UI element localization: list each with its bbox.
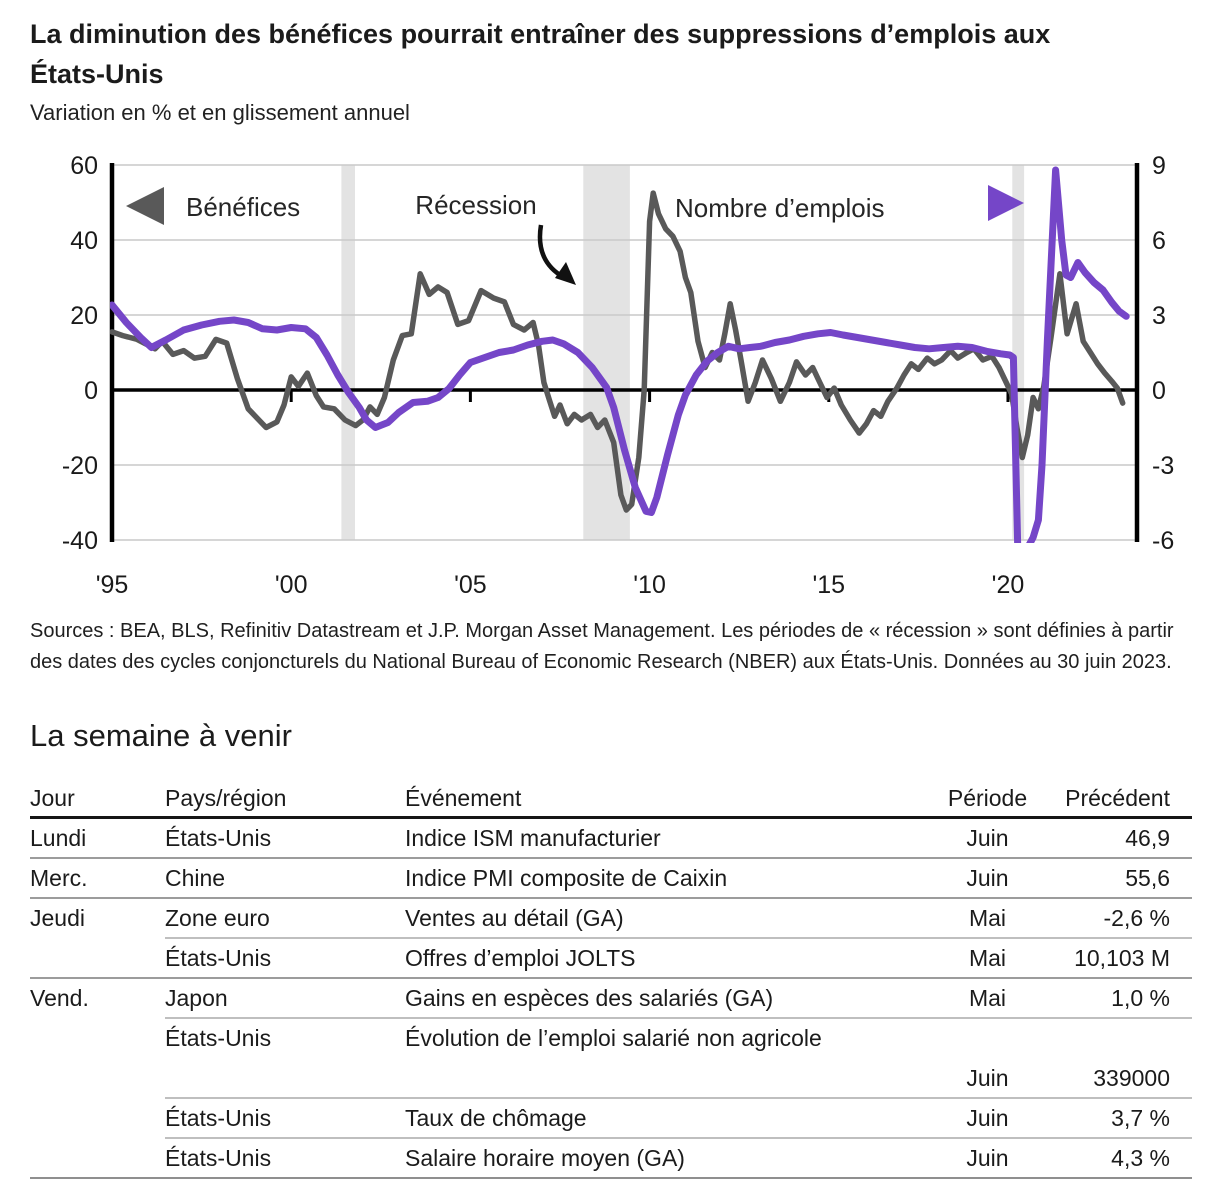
cell-region: États-Unis [165,944,272,971]
column-header-evenement: Événement [405,784,522,811]
recession-arrow [537,224,562,277]
x-axis-tick-label: '05 [454,571,487,599]
left-axis-tick-label: -20 [62,452,98,480]
table-row: États-Unis Offres d’emploi JOLTS Mai 10,103… [30,938,1192,979]
legend-emplois-label: Nombre d’emplois [675,193,885,223]
table-row: États-Unis Évolution de l’emploi salarié … [30,1018,1192,1058]
recession-band [583,165,630,540]
page-title-line1: La diminution des bénéfices pourrait ent… [30,19,1051,49]
cell-day: Jeudi [30,904,85,931]
cell-previous: 10,103 M [1074,944,1170,971]
table-row: États-Unis Salaire horaire moyen (GA) Juin… [30,1138,1192,1179]
cell-event: Gains en espèces des salariés (GA) [405,984,774,1011]
recession-band [341,165,355,540]
table-row: Jeudi Zone euro Ventes au détail (GA) Mai -2… [30,898,1192,939]
left-axis-tick-label: -40 [62,527,98,555]
week-ahead-heading: La semaine à venir [30,718,292,753]
recession-arrowhead [555,262,576,285]
page-title-line2: États-Unis [30,59,164,89]
table-body: Lundi États-Unis Indice ISM manufacturier J… [30,818,1192,1179]
cell-period: Juin [966,864,1009,891]
cell-region: Japon [165,984,228,1011]
cell-event: Indice PMI composite de Caixin [405,864,728,891]
cell-event: Offres d’emploi JOLTS [405,944,636,971]
page-title: La diminution des bénéfices pourrait ent… [30,14,1195,94]
cell-region: Chine [165,864,226,891]
cell-period: Mai [968,944,1007,971]
x-axis-tick-label: '95 [96,571,129,599]
cell-previous: 1,0 % [1111,984,1170,1011]
table-row: Vend. Japon Gains en espèces des salariés … [30,978,1192,1019]
x-axis-tick-label: '00 [275,571,308,599]
cell-region: États-Unis [165,1144,272,1171]
table-row: Juin 339000 [30,1058,1192,1099]
table-row: Lundi États-Unis Indice ISM manufacturier J… [30,818,1192,859]
legend-recession-label: Récession [415,190,536,220]
cell-region: États-Unis [165,824,272,851]
cell-region: Zone euro [165,904,270,931]
series-right [110,166,1130,543]
cell-period: Mai [968,984,1007,1011]
cell-previous: 55,6 [1125,864,1170,891]
dual-axis-line-chart: 6040200-20-409630-3-6'95'00'05'10'15'20 … [62,152,1174,599]
chart-dynamic-layer: 60 40 20 0 -20 -40 9 6 3 0 -3 -6 '95 '00 '05 '10 '15 '20 [62,152,1174,599]
table-row: États-Unis Taux de chômage Juin 3,7 % [30,1098,1192,1139]
cell-event: Salaire horaire moyen (GA) [405,1144,685,1171]
cell-previous: 3,7 % [1111,1104,1170,1131]
column-header-jour: Jour [30,784,75,811]
series-left [110,190,1126,513]
gridlines [109,163,1140,542]
cell-period: Juin [966,1104,1009,1131]
column-header-precedent: Précédent [1065,784,1170,811]
cell-day: Merc. [30,864,88,891]
cell-day: Lundi [30,824,87,851]
cell-period: Mai [968,904,1007,931]
right-axis-tick-label: -6 [1152,527,1174,555]
cell-previous: 339000 [1093,1064,1170,1091]
right-axis-tick-label: -3 [1152,452,1174,480]
cell-previous: 46,9 [1125,824,1170,851]
recession-band [1012,165,1025,540]
benefices-arrow-icon [126,187,164,225]
column-header-periode: Période [947,784,1028,811]
week-ahead-table: Jour Pays/région Événement Période Précé… [30,778,1192,1179]
right-axis-tick-label: 9 [1152,152,1166,180]
column-header-pays: Pays/région [165,784,287,811]
cell-event: Évolution de l’emploi salarié non agrico… [405,1024,822,1051]
source-note: Sources : BEA, BLS, Refinitiv Datastream… [30,620,1174,673]
cell-previous: 4,3 % [1111,1144,1170,1171]
table-row: Merc. Chine Indice PMI composite de Caixin… [30,858,1192,899]
left-axis-tick-label: 40 [70,227,98,255]
cell-previous: -2,6 % [1103,904,1170,931]
x-axis-tick-label: '10 [633,571,666,599]
legend-benefices-label: Bénéfices [186,192,300,222]
right-axis-tick-label: 0 [1152,377,1166,405]
emplois-arrow-icon [988,185,1024,221]
series-layer [110,166,1130,543]
cell-event: Indice ISM manufacturier [405,824,661,851]
x-axis-tick-label: '20 [992,571,1025,599]
left-axis-tick-label: 60 [70,152,98,180]
x-axis-tick-label: '15 [812,571,845,599]
right-axis-tick-label: 3 [1152,302,1166,330]
table-header-row: Jour Pays/région Événement Période Précé… [30,778,1192,819]
axis-labels: 60 40 20 0 -20 -40 9 6 3 0 -3 -6 '95 '00 '05 '10 '15 '20 [62,152,1174,599]
cell-day: Vend. [30,984,89,1011]
left-axis-tick-label: 20 [70,302,98,330]
cell-period: Juin [966,1144,1009,1171]
left-axis-tick-label: 0 [84,377,98,405]
cell-period: Juin [966,1064,1009,1091]
cell-region: États-Unis [165,1024,272,1051]
cell-period: Juin [966,824,1009,851]
right-axis-tick-label: 6 [1152,227,1166,255]
cell-region: États-Unis [165,1104,272,1131]
cell-event: Taux de chômage [405,1104,587,1131]
chart-subtitle: Variation en % et en glissement annuel [30,100,410,125]
recession-bands [341,165,1025,540]
cell-event: Ventes au détail (GA) [405,904,624,931]
